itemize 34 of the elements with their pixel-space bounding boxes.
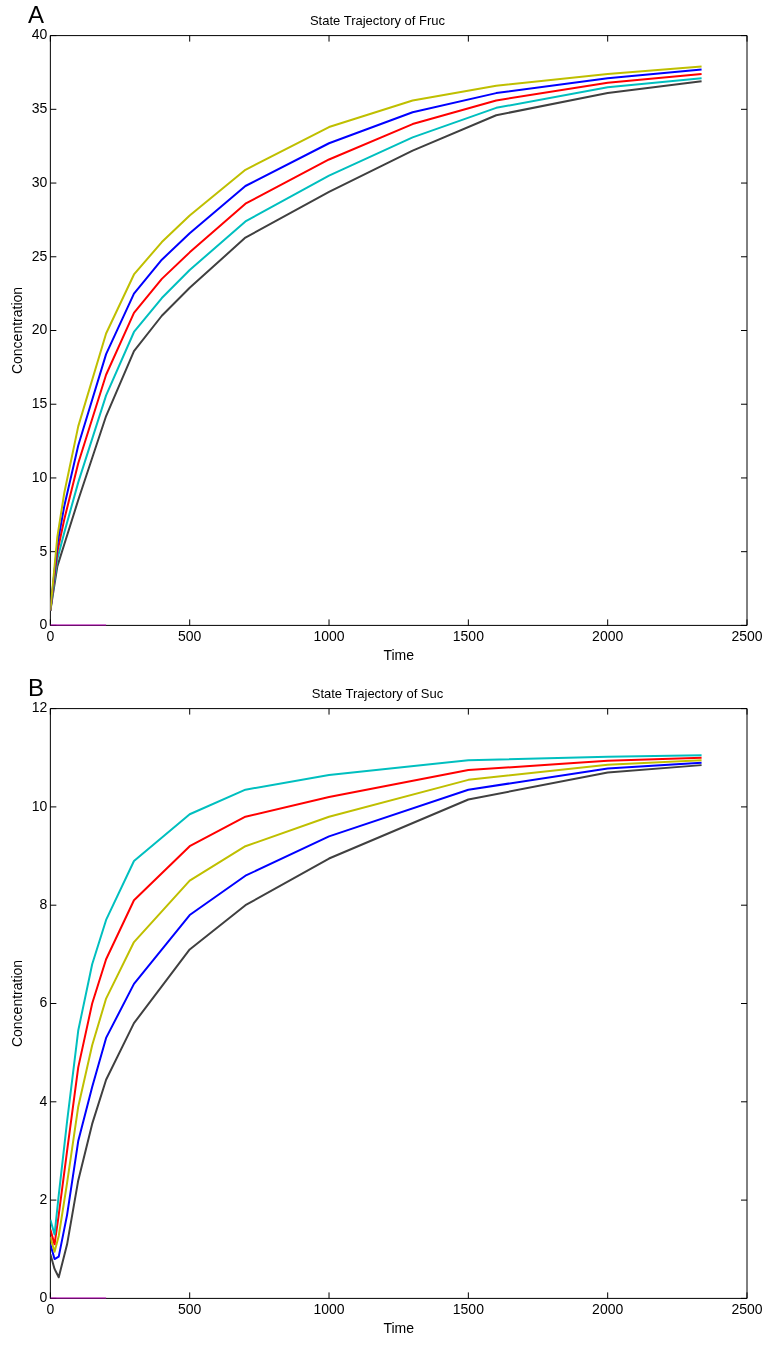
y-tick-label: 0 [39,616,48,633]
x-tick-label: 1500 [452,627,485,644]
chart-title: State Trajectory of Fruc [309,13,446,29]
y-tick-label: 15 [31,395,48,412]
y-tick-label: 5 [39,542,48,559]
y-tick-label: 8 [39,896,48,913]
text: A [28,0,45,28]
x-tick-label: 2500 [731,627,763,644]
y-axis-title: Concentration [9,959,26,1048]
text: B [28,673,45,701]
y-tick-label: 0 [39,1289,48,1306]
x-tick-label: 1000 [313,1300,345,1317]
x-axis-title: Time [383,1320,415,1337]
y-axis-title: Concentration [9,286,26,375]
y-tick-label: 40 [31,26,48,43]
x-tick-label: 2000 [592,1300,624,1317]
x-tick-label: 2000 [592,627,624,644]
x-tick-label: 2500 [731,1300,763,1317]
x-axis-title: Time [383,647,415,664]
x-tick-label: 500 [178,627,202,644]
x-tick-label: 1500 [452,1300,485,1317]
y-tick-label: 6 [39,994,48,1011]
y-tick-label: 35 [31,100,48,117]
y-tick-label: 10 [31,468,48,485]
y-tick-label: 2 [39,1190,48,1207]
y-tick-label: 4 [39,1092,48,1109]
y-tick-label: 20 [31,321,48,338]
x-tick-label: 500 [178,1300,202,1317]
chart-title: State Trajectory of Suc [311,686,444,702]
y-tick-label: 30 [31,173,48,190]
y-tick-label: 25 [31,247,48,264]
x-tick-label: 1000 [313,627,345,644]
y-tick-label: 12 [31,699,48,716]
y-tick-label: 10 [31,797,48,814]
